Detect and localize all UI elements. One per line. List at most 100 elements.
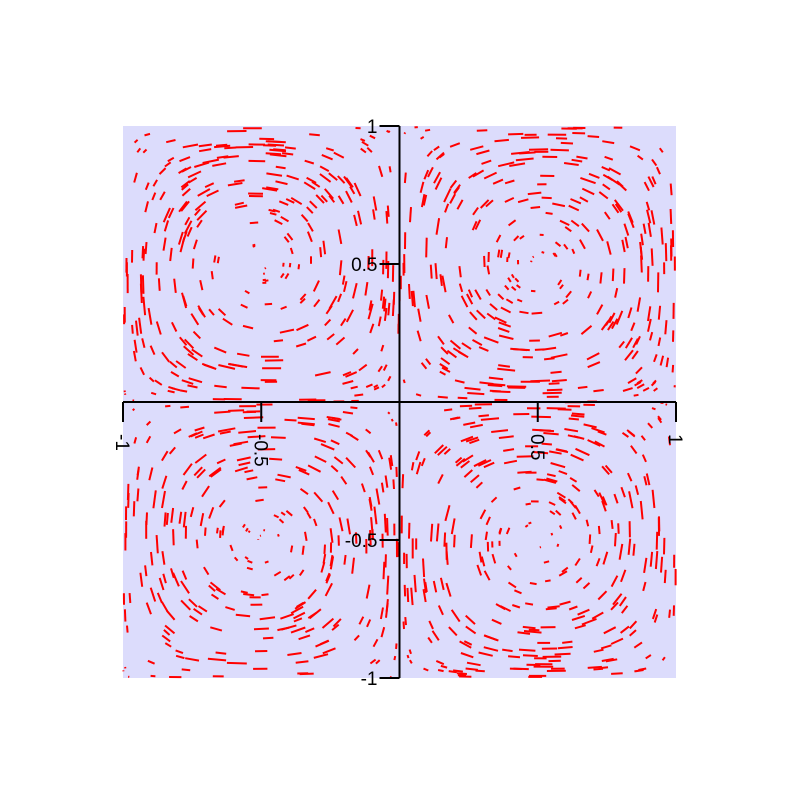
- field-segment: [620, 569, 627, 583]
- field-segment: [475, 669, 485, 673]
- field-segment: [505, 527, 511, 535]
- field-segment: [422, 589, 427, 603]
- field-segment: [468, 406, 482, 410]
- field-segment: [181, 292, 188, 309]
- field-segment: [571, 614, 586, 621]
- field-segment: [437, 335, 445, 345]
- field-segment: [448, 670, 458, 674]
- field-segment: [503, 459, 518, 465]
- field-segment: [439, 274, 443, 287]
- field-segment: [527, 191, 542, 196]
- field-segment: [207, 657, 227, 662]
- field-segment: [621, 431, 629, 438]
- field-segment: [280, 305, 287, 310]
- field-segment: [502, 648, 513, 653]
- field-segment: [364, 281, 369, 296]
- field-segment: [198, 143, 212, 148]
- field-segment: [210, 593, 219, 600]
- field-segment: [581, 187, 595, 196]
- field-segment: [507, 565, 512, 571]
- field-segment: [180, 180, 191, 189]
- field-segment: [340, 318, 347, 327]
- field-segment: [491, 429, 509, 433]
- field-segment: [602, 173, 614, 181]
- field-segment: [295, 660, 309, 664]
- field-segment: [178, 200, 188, 213]
- field-segment: [640, 233, 644, 246]
- field-segment: [461, 342, 472, 350]
- x-tick-label: 0.5: [526, 434, 547, 460]
- field-segment: [264, 560, 269, 564]
- field-segment: [429, 264, 433, 279]
- field-segment: [244, 469, 254, 474]
- field-segment: [214, 144, 231, 149]
- field-segment: [641, 454, 647, 463]
- field-segment: [643, 557, 648, 574]
- field-segment: [650, 381, 657, 387]
- y-tick-label: -0.5: [345, 531, 378, 552]
- field-segment: [647, 306, 652, 322]
- field-segment: [225, 606, 235, 611]
- field-segment: [331, 623, 340, 631]
- field-segment: [423, 667, 429, 672]
- field-segment: [651, 407, 656, 411]
- field-segment: [235, 613, 251, 618]
- field-segment: [275, 165, 286, 170]
- field-segment: [470, 474, 480, 484]
- field-segment: [350, 385, 358, 390]
- field-segment: [563, 243, 569, 250]
- field-segment: [571, 412, 585, 416]
- field-segment: [624, 236, 629, 249]
- field-segment: [233, 179, 245, 183]
- field-segment: [155, 535, 159, 554]
- field-segment: [450, 518, 456, 535]
- field-segment: [559, 332, 569, 337]
- field-segment: [465, 436, 479, 443]
- field-segment: [603, 211, 611, 220]
- field-segment: [368, 466, 375, 476]
- field-segment: [345, 371, 358, 378]
- field-segment: [460, 460, 471, 469]
- field-segment: [547, 605, 560, 609]
- field-segment: [441, 275, 447, 293]
- field-segment: [440, 357, 451, 366]
- field-segment: [543, 357, 555, 361]
- field-segment: [508, 219, 517, 227]
- field-segment: [261, 593, 269, 597]
- field-segment: [269, 212, 277, 216]
- field-segment: [557, 408, 572, 411]
- field-segment: [613, 493, 619, 504]
- field-segment: [465, 614, 476, 625]
- field-segment: [570, 198, 582, 205]
- field-segment: [647, 422, 654, 429]
- field-segment: [309, 133, 320, 137]
- field-segment: [181, 480, 188, 490]
- field-segment: [668, 609, 671, 618]
- field-segment: [196, 210, 208, 221]
- field-segment: [478, 414, 489, 418]
- field-segment: [249, 221, 259, 225]
- field-segment: [163, 629, 171, 636]
- field-segment: [337, 175, 346, 184]
- field-segment: [266, 186, 279, 191]
- field-segment: [274, 219, 283, 225]
- field-segment: [575, 577, 583, 584]
- field-segment: [475, 481, 483, 489]
- field-segment: [437, 445, 448, 456]
- field-segment: [197, 188, 211, 197]
- field-segment: [569, 477, 578, 483]
- field-segment: [548, 382, 560, 385]
- field-segment: [629, 629, 637, 637]
- field-segment: [420, 136, 425, 140]
- field-segment: [273, 148, 286, 152]
- field-segment: [386, 575, 390, 595]
- field-segment: [290, 545, 294, 553]
- field-segment: [215, 587, 227, 596]
- field-segment: [432, 580, 438, 593]
- field-segment: [467, 289, 474, 298]
- field-segment: [372, 209, 376, 220]
- field-segment: [506, 385, 527, 388]
- field-segment: [180, 599, 192, 611]
- field-segment: [645, 473, 651, 486]
- field-segment: [478, 551, 483, 563]
